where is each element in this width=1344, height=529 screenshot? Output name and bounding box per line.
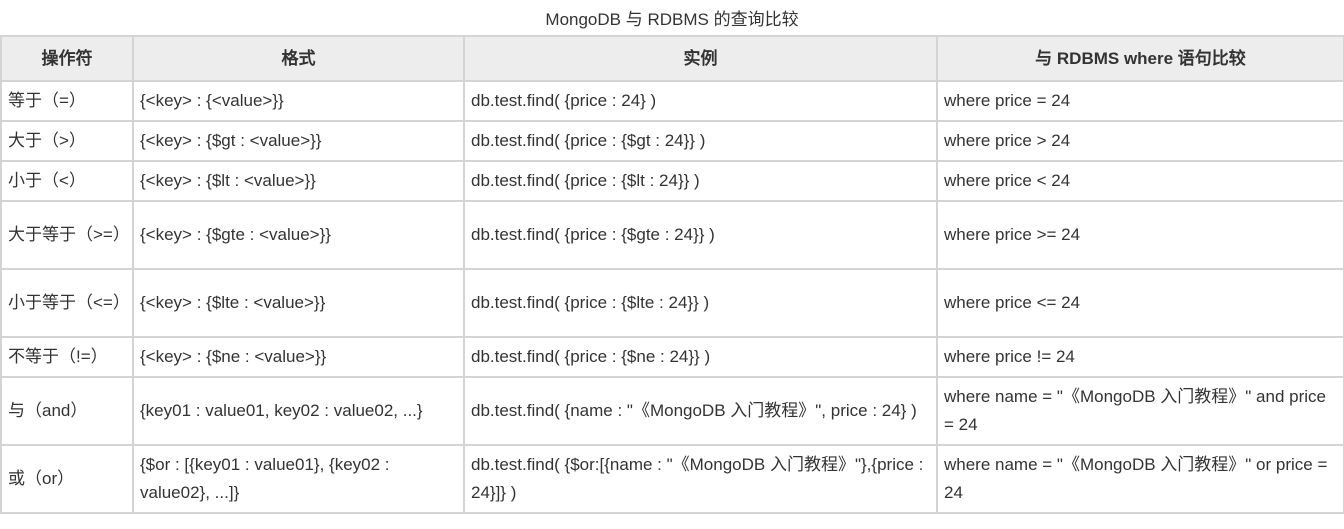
header-operator: 操作符 xyxy=(0,35,134,82)
cell-format: {<key> : {$lte : <value>}} xyxy=(132,268,465,338)
cell-rdbms: where price > 24 xyxy=(936,120,1344,162)
cell-example: db.test.find( {price : 24} ) xyxy=(463,80,938,122)
cell-op: 或（or） xyxy=(0,444,134,514)
cell-format: {<key> : {<value>}} xyxy=(132,80,465,122)
cell-example: db.test.find( {price : {$ne : 24}} ) xyxy=(463,336,938,378)
cell-example: db.test.find( {price : {$gte : 24}} ) xyxy=(463,200,938,270)
cell-format: {<key> : {$lt : <value>}} xyxy=(132,160,465,202)
cell-example: db.test.find( {name : "《MongoDB 入门教程》", … xyxy=(463,376,938,446)
cell-rdbms: where price <= 24 xyxy=(936,268,1344,338)
table-caption: MongoDB 与 RDBMS 的查询比较 xyxy=(545,10,799,29)
header-example: 实例 xyxy=(463,35,938,82)
table-row: 大于（>） {<key> : {$gt : <value>}} db.test.fi… xyxy=(0,120,1344,162)
cell-format: {<key> : {$ne : <value>}} xyxy=(132,336,465,378)
cell-rdbms: where price = 24 xyxy=(936,80,1344,122)
cell-example: db.test.find( {$or:[{name : "《MongoDB 入门… xyxy=(463,444,938,514)
cell-rdbms: where price < 24 xyxy=(936,160,1344,202)
cell-format: {<key> : {$gte : <value>}} xyxy=(132,200,465,270)
cell-op: 不等于（!=） xyxy=(0,336,134,378)
table-row: 大于等于（>=） {<key> : {$gte : <value>}} db.tes… xyxy=(0,200,1344,270)
cell-format: {$or : [{key01 : value01}, {key02 : valu… xyxy=(132,444,465,514)
cell-example: db.test.find( {price : {$gt : 24}} ) xyxy=(463,120,938,162)
cell-example: db.test.find( {price : {$lte : 24}} ) xyxy=(463,268,938,338)
cell-op: 大于等于（>=） xyxy=(0,200,134,270)
table-row: 或（or） {$or : [{key01 : value01}, {key02 :… xyxy=(0,444,1344,514)
cell-op: 小于等于（<=） xyxy=(0,268,134,338)
table-row: 与（and） {key01 : value01, key02 : value02,… xyxy=(0,376,1344,446)
cell-op: 大于（>） xyxy=(0,120,134,162)
table-row: 不等于（!=） {<key> : {$ne : <value>}} db.test.… xyxy=(0,336,1344,378)
table-row: 等于（=） {<key> : {<value>}} db.test.find( {p… xyxy=(0,80,1344,122)
header-row: 操作符 格式 实例 与 RDBMS where 语句比较 xyxy=(0,35,1344,82)
cell-rdbms: where price != 24 xyxy=(936,336,1344,378)
header-format: 格式 xyxy=(132,35,465,82)
cell-example: db.test.find( {price : {$lt : 24}} ) xyxy=(463,160,938,202)
cell-op: 与（and） xyxy=(0,376,134,446)
cell-format: {<key> : {$gt : <value>}} xyxy=(132,120,465,162)
cell-rdbms: where name = "《MongoDB 入门教程》" or price =… xyxy=(936,444,1344,514)
comparison-table: 操作符 格式 实例 与 RDBMS where 语句比较 等于（=） {<key>… xyxy=(0,35,1344,514)
cell-op: 小于（<） xyxy=(0,160,134,202)
cell-rdbms: where name = "《MongoDB 入门教程》" and price … xyxy=(936,376,1344,446)
header-rdbms: 与 RDBMS where 语句比较 xyxy=(936,35,1344,82)
cell-format: {key01 : value01, key02 : value02, ...} xyxy=(132,376,465,446)
table-row: 小于（<） {<key> : {$lt : <value>}} db.test.fi… xyxy=(0,160,1344,202)
table-row: 小于等于（<=） {<key> : {$lte : <value>}} db.tes… xyxy=(0,268,1344,338)
cell-op: 等于（=） xyxy=(0,80,134,122)
cell-rdbms: where price >= 24 xyxy=(936,200,1344,270)
